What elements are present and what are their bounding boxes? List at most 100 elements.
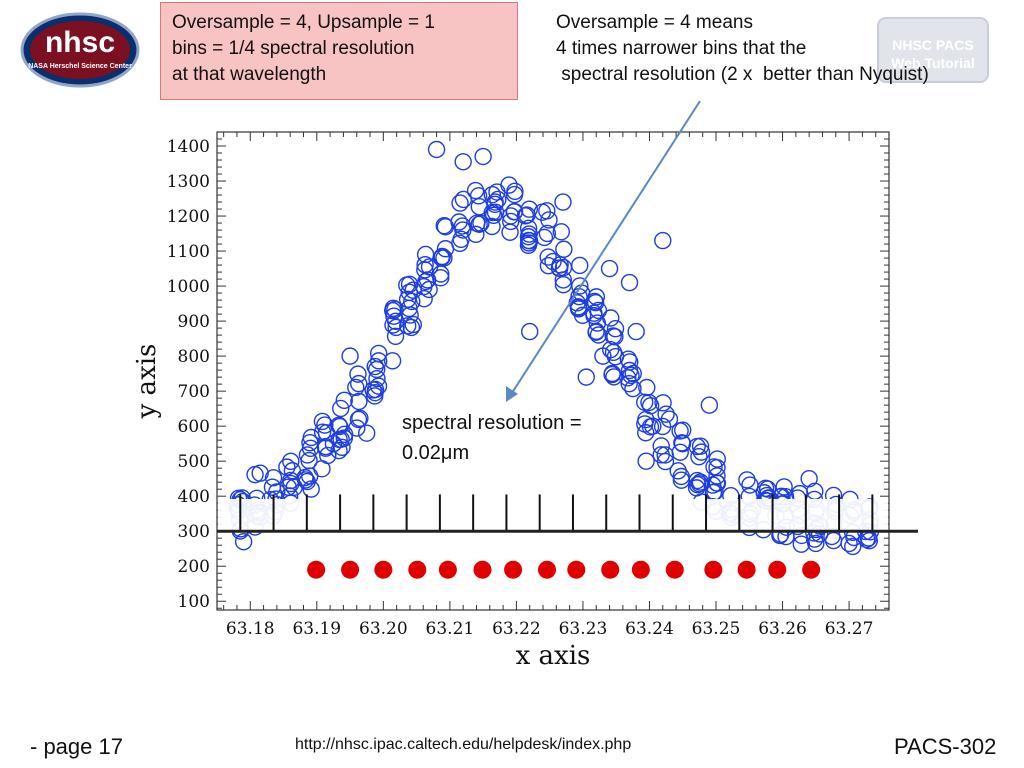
data-point (469, 187, 488, 205)
y-tick-label: 400 (178, 487, 210, 507)
data-point (501, 223, 519, 241)
data-point (624, 379, 642, 398)
bin-marker-dot (307, 560, 326, 579)
bin-marker-dot (631, 560, 650, 579)
data-point (605, 368, 623, 386)
data-point (331, 417, 349, 436)
data-point (539, 248, 557, 266)
data-point (366, 357, 384, 376)
data-point (349, 410, 368, 429)
data-point (332, 399, 350, 418)
outlier-point (521, 322, 539, 341)
data-point (844, 537, 862, 556)
outlier-point (234, 533, 253, 551)
outlier-point (454, 153, 472, 171)
y-tick-label: 200 (178, 557, 210, 577)
data-point (298, 446, 317, 464)
bin-band (218, 498, 888, 532)
data-point (399, 317, 417, 335)
data-point (652, 446, 670, 464)
callout-box (160, 2, 518, 100)
bin-marker-dot (567, 560, 586, 579)
outlier-point (278, 458, 296, 476)
footer-url[interactable]: http://nhsc.ipac.caltech.edu/helpdesk/in… (295, 736, 632, 753)
x-tick-label: 63.27 (825, 619, 874, 639)
data-point (302, 480, 320, 498)
outlier-point (358, 424, 376, 442)
data-point (550, 259, 569, 277)
logo-subtext: NASA Herschel Science Center (28, 63, 132, 70)
data-point (519, 219, 538, 238)
data-point (654, 394, 672, 412)
course-code: PACS-302 (894, 734, 997, 759)
data-point (386, 327, 405, 345)
data-point (350, 392, 368, 411)
data-point (454, 221, 472, 239)
data-point (671, 422, 689, 440)
data-point (368, 369, 386, 388)
annotation-arrow (509, 100, 701, 397)
data-point (403, 292, 421, 311)
data-point (571, 256, 589, 275)
data-point (466, 181, 485, 200)
y-tick-label: 1300 (167, 172, 210, 192)
watermark-text: NHSC PACS (892, 37, 973, 53)
outlier-point (600, 259, 619, 278)
data-point (692, 443, 711, 461)
data-point (637, 424, 655, 442)
outlier-point (700, 396, 719, 414)
data-point (708, 458, 726, 477)
data-point (246, 465, 264, 484)
bin-marker-dot (438, 560, 457, 579)
data-point (652, 437, 670, 455)
bin-marker-dot (737, 560, 756, 579)
outlier-point (654, 231, 672, 250)
data-point (500, 176, 518, 194)
data-point (688, 437, 706, 456)
bin-marker-dot (802, 560, 821, 579)
data-point (369, 377, 388, 395)
data-point (638, 378, 656, 397)
y-tick-label: 1200 (167, 207, 210, 227)
data-point (313, 412, 332, 431)
data-point (672, 471, 691, 489)
data-point (585, 306, 603, 325)
data-point (516, 207, 535, 225)
data-point (587, 323, 605, 341)
data-point (571, 277, 589, 295)
bin-marker-dot (504, 560, 523, 579)
bin-marker-dot (408, 560, 427, 579)
x-axis-title: x axis (516, 641, 591, 671)
x-tick-label: 63.26 (758, 619, 807, 639)
data-point (502, 212, 520, 231)
data-point (432, 269, 450, 287)
data-point (432, 265, 450, 283)
data-point (398, 276, 416, 294)
data-point (738, 471, 756, 489)
data-point (775, 478, 793, 496)
outlier-point (544, 252, 562, 271)
data-point (348, 419, 366, 437)
nhsc-logo: nhsc NASA Herschel Science Center (18, 10, 146, 90)
data-point (484, 206, 503, 225)
data-point (669, 462, 687, 480)
y-axis-title: y axis (132, 344, 162, 420)
bin-marker-dot (374, 560, 393, 579)
data-point (347, 378, 365, 397)
data-point (386, 300, 404, 319)
y-tick-label: 600 (178, 417, 210, 437)
bin-marker-dot (601, 560, 620, 579)
outlier-point (404, 315, 422, 334)
data-point (483, 185, 502, 204)
callout-text: Oversample = 4, Upsample = 1 bins = 1/4 … (172, 12, 435, 85)
data-point (569, 298, 588, 317)
outlier-point (807, 534, 825, 553)
outlier-point (427, 140, 446, 159)
data-point (636, 393, 654, 411)
y-tick-label: 300 (178, 522, 210, 542)
x-tick-label: 63.25 (692, 619, 741, 639)
data-point (756, 479, 775, 498)
data-point (606, 320, 625, 338)
data-point (349, 365, 367, 383)
data-point (366, 380, 385, 399)
